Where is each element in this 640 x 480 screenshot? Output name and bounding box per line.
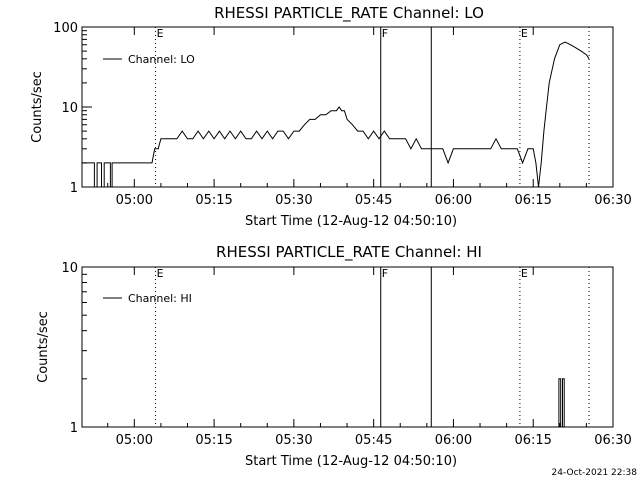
- y-tick-label: 1: [70, 181, 78, 196]
- chart-title-lo: RHESSI PARTICLE_RATE Channel: LO: [214, 4, 484, 23]
- event-marker-label: F: [382, 27, 388, 40]
- x-tick-label: 06:30: [594, 193, 631, 208]
- y-axis-label-lo: Counts/sec: [30, 71, 45, 143]
- series-line-lo: [82, 41, 590, 188]
- plot-frame-lo: [81, 26, 614, 188]
- x-axis-label-hi: Start Time (12-Aug-12 04:50:10): [245, 454, 457, 469]
- x-tick-label: 05:15: [195, 433, 232, 448]
- x-tick-label: 05:45: [355, 433, 392, 448]
- x-tick-label: 05:45: [355, 193, 392, 208]
- x-tick-label: 06:15: [514, 433, 551, 448]
- plot-frame-hi: [81, 266, 614, 428]
- generation-timestamp: 24-Oct-2021 22:38: [552, 468, 638, 478]
- event-marker-label: E: [521, 27, 528, 40]
- event-marker-label: E: [521, 267, 528, 280]
- x-tick-label: 05:00: [116, 433, 153, 448]
- x-tick-label: 05:00: [116, 193, 153, 208]
- legend-label-hi: Channel: HI: [128, 292, 192, 305]
- lo-channel-panel: RHESSI PARTICLE_RATE Channel: LO 05:00 05…: [30, 4, 632, 229]
- legend-label-lo: Channel: LO: [128, 53, 195, 66]
- event-marker-label: F: [382, 267, 388, 280]
- event-marker-label: E: [157, 27, 164, 40]
- x-tick-label: 06:30: [594, 433, 631, 448]
- y-tick-label: 100: [53, 21, 78, 36]
- y-tick-label: 10: [61, 261, 78, 276]
- y-axis-label-hi: Counts/sec: [36, 311, 51, 383]
- x-tick-label: 06:00: [435, 193, 472, 208]
- x-tick-label: 05:15: [195, 193, 232, 208]
- x-tick-label: 06:15: [514, 193, 551, 208]
- legend-lo: Channel: LO: [103, 53, 195, 66]
- legend-hi: Channel: HI: [103, 292, 192, 305]
- tick-group-lo: 05:00 05:15 05:30 05:45 06:00 06:15 06:30 1 10 10…: [53, 21, 632, 208]
- y-tick-label: 1: [70, 421, 78, 436]
- series-line-hi: [558, 378, 565, 428]
- x-tick-label: 05:30: [275, 433, 312, 448]
- series-group-lo: [82, 41, 590, 188]
- x-tick-label: 06:00: [435, 433, 472, 448]
- series-group-hi: [558, 378, 565, 428]
- y-tick-label: 10: [61, 101, 78, 116]
- chart-title-hi: RHESSI PARTICLE_RATE Channel: HI: [216, 243, 482, 262]
- tick-group-hi: 05:00 05:15 05:30 05:45 06:00 06:15 06:30 1 10: [61, 261, 631, 448]
- x-axis-label-lo: Start Time (12-Aug-12 04:50:10): [245, 214, 457, 229]
- event-marker-label: E: [157, 267, 164, 280]
- hi-channel-panel: RHESSI PARTICLE_RATE Channel: HI 05:00 05…: [36, 243, 632, 469]
- x-tick-label: 05:30: [275, 193, 312, 208]
